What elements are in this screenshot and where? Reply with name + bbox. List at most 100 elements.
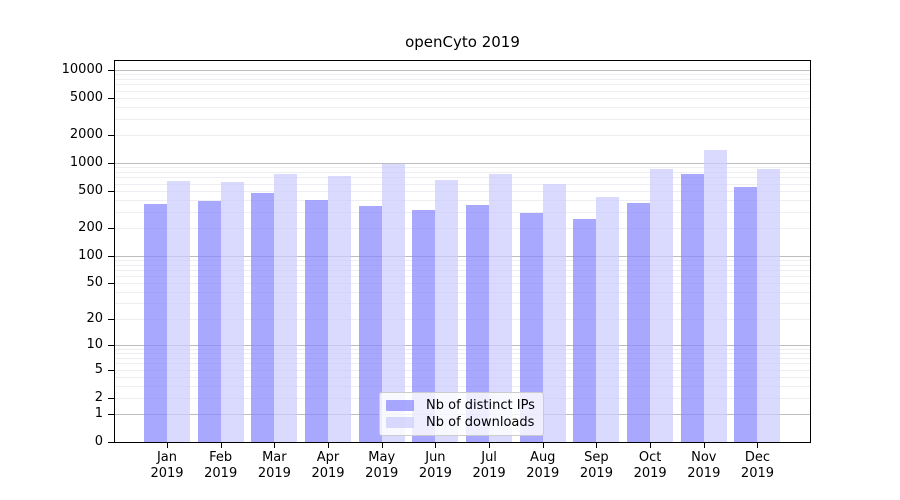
- bar-downloads-jul: [489, 174, 513, 442]
- y-tick: [108, 319, 114, 321]
- x-tick: [596, 443, 598, 448]
- bar-ips-apr: [305, 200, 329, 442]
- gridline-minor: [115, 118, 810, 120]
- bar-downloads-oct: [650, 168, 674, 442]
- x-tick-label: Nov 2019: [676, 450, 732, 482]
- y-tick-label: 2: [94, 389, 103, 405]
- bar-ips-dec: [734, 186, 758, 442]
- x-tick-year: 2019: [365, 466, 399, 481]
- x-tick: [757, 443, 759, 448]
- gridline-minor: [115, 134, 810, 136]
- x-tick-label: Apr 2019: [300, 450, 356, 482]
- bar-downloads-dec: [757, 169, 781, 442]
- y-tick: [108, 190, 114, 192]
- chart-title: openCyto 2019: [405, 33, 520, 51]
- bar-ips-nov: [680, 173, 704, 442]
- bar-downloads-sep: [596, 197, 620, 442]
- gridline-minor: [115, 259, 810, 261]
- gridline-minor: [115, 107, 810, 108]
- y-tick: [108, 162, 114, 164]
- bar-downloads-jun: [435, 180, 459, 442]
- bar-ips-may: [358, 206, 382, 442]
- legend-label-downloads: Nb of downloads: [426, 415, 535, 430]
- gridline-major: [115, 70, 810, 71]
- gridline-minor: [115, 353, 810, 355]
- gridline-minor: [115, 177, 810, 179]
- legend-row-distinct-ips: Nb of distinct IPs: [380, 397, 543, 414]
- x-tick-label: Jan 2019: [139, 450, 195, 482]
- legend-row-downloads: Nb of downloads: [380, 414, 543, 431]
- y-tick: [108, 98, 114, 99]
- x-tick-month: Dec: [744, 450, 771, 465]
- x-tick: [435, 443, 437, 448]
- y-tick-label: 1: [94, 406, 103, 421]
- x-tick: [328, 443, 330, 448]
- x-tick-year: 2019: [257, 466, 291, 481]
- gridline-minor: [115, 283, 810, 285]
- x-tick-label: Mar 2019: [246, 450, 302, 482]
- bar-downloads-jan: [167, 180, 190, 442]
- x-tick-label: May 2019: [354, 450, 410, 482]
- gridline-minor: [115, 292, 810, 294]
- y-tick: [108, 397, 114, 399]
- gridline-minor: [115, 84, 810, 86]
- y-tick-label: 10000: [61, 62, 103, 77]
- gridline-minor: [115, 369, 810, 371]
- y-tick: [108, 442, 114, 443]
- bar-downloads-apr: [328, 175, 352, 442]
- x-tick-label: Aug 2019: [515, 450, 571, 482]
- gridline-minor: [115, 269, 810, 271]
- gridline-major: [115, 255, 810, 257]
- x-tick-month: Oct: [638, 450, 662, 465]
- y-tick: [108, 255, 114, 257]
- y-tick-label: 20: [86, 311, 103, 327]
- bar-ips-jul: [466, 205, 490, 442]
- x-tick-year: 2019: [633, 466, 667, 481]
- x-tick-label: Dec 2019: [729, 450, 785, 482]
- gridline-minor: [115, 98, 810, 99]
- gridline-minor: [115, 90, 810, 92]
- x-tick-year: 2019: [687, 466, 721, 481]
- y-tick-label: 500: [78, 182, 103, 198]
- x-tick-month: Aug: [530, 450, 556, 465]
- gridline-minor: [115, 275, 810, 277]
- x-tick-year: 2019: [311, 466, 345, 481]
- x-tick-month: Jul: [481, 450, 497, 465]
- gridline-major: [115, 162, 810, 164]
- y-tick-label: 0: [94, 434, 103, 449]
- x-tick-year: 2019: [579, 466, 613, 481]
- y-tick-label: 2000: [69, 126, 103, 142]
- gridline-minor: [115, 171, 810, 173]
- x-tick: [650, 443, 652, 448]
- gridline-minor: [115, 74, 810, 76]
- x-tick-year: 2019: [740, 466, 775, 481]
- x-tick-year: 2019: [472, 466, 506, 481]
- bar-ips-sep: [573, 219, 597, 442]
- gridline-major: [115, 345, 810, 347]
- x-tick: [274, 443, 276, 448]
- bar-downloads-feb: [220, 181, 244, 442]
- x-tick-month: Sep: [584, 450, 609, 465]
- bar-downloads-may: [381, 164, 405, 442]
- gridline-minor: [115, 303, 810, 305]
- x-tick: [542, 443, 544, 448]
- legend-swatch-downloads: [386, 417, 414, 428]
- y-tick-label: 5: [94, 361, 103, 377]
- y-tick: [108, 227, 114, 229]
- legend-label-distinct-ips: Nb of distinct IPs: [426, 398, 535, 413]
- gridline-minor: [115, 363, 810, 365]
- gridline-minor: [115, 264, 810, 266]
- x-tick: [703, 443, 705, 448]
- legend: Nb of distinct IPs Nb of downloads: [379, 392, 544, 436]
- x-tick-year: 2019: [150, 466, 184, 481]
- gridline-minor: [115, 319, 810, 321]
- x-tick: [167, 443, 168, 448]
- gridline-minor: [115, 190, 810, 192]
- x-tick-year: 2019: [204, 466, 238, 481]
- x-tick-year: 2019: [526, 466, 560, 481]
- x-tick: [220, 443, 222, 448]
- gridline-minor: [115, 211, 810, 213]
- bar-ips-jun: [412, 210, 436, 442]
- bar-ips-jan: [144, 203, 167, 442]
